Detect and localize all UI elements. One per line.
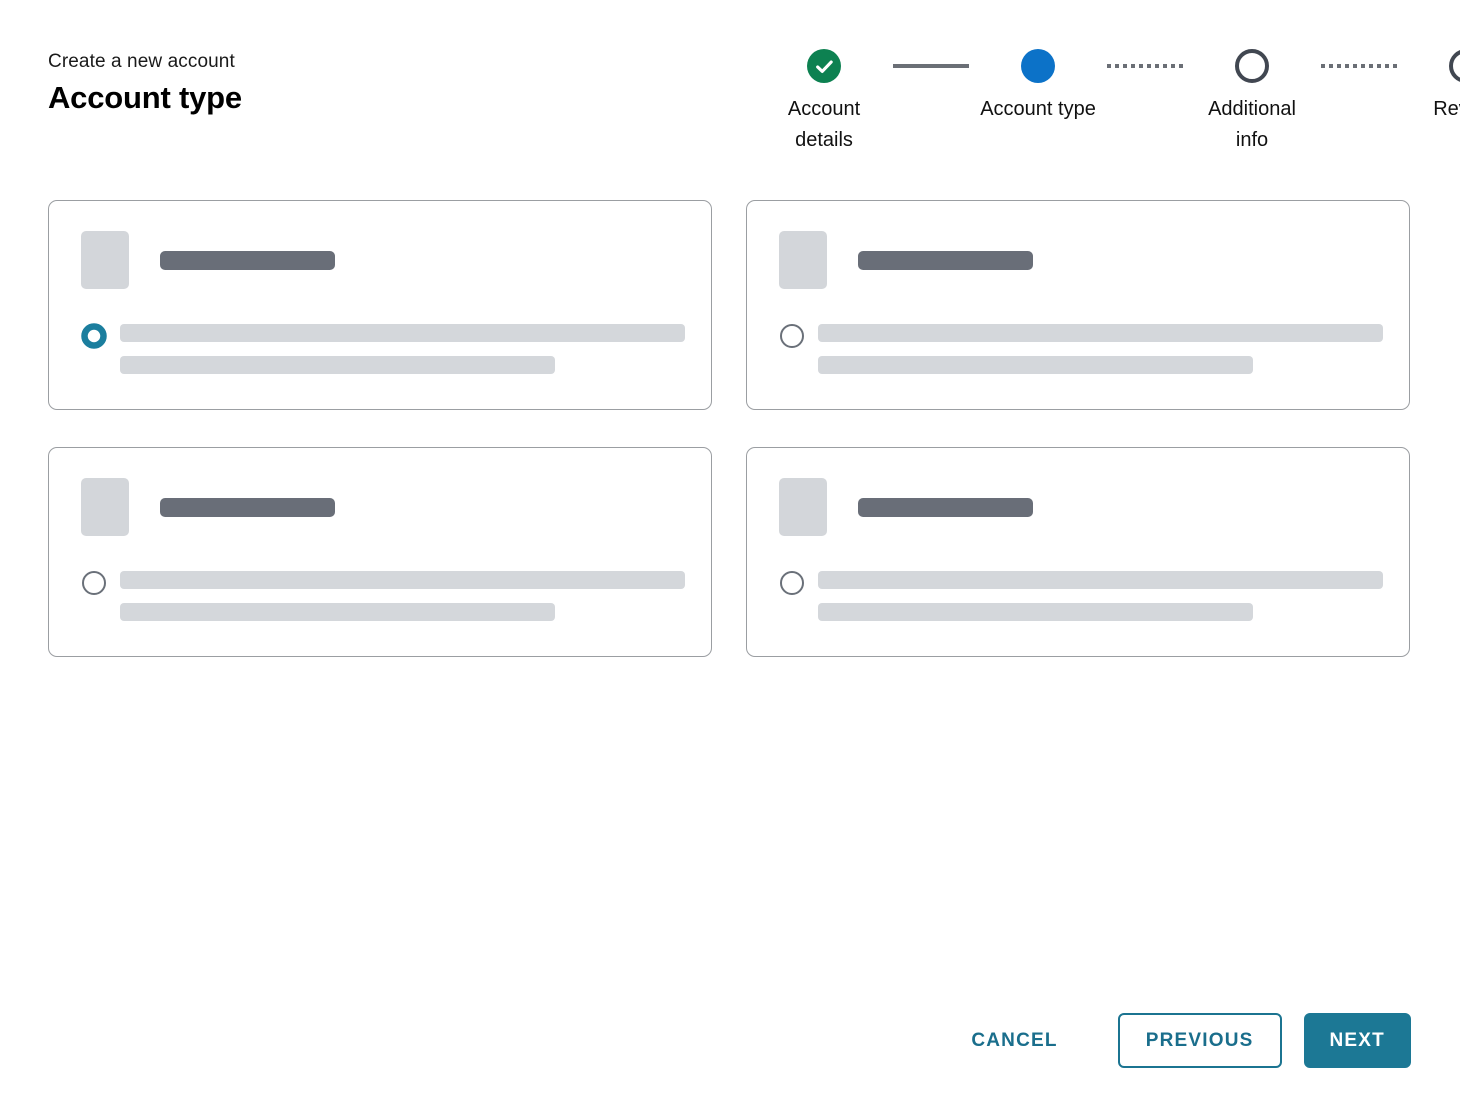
- placeholder-icon: [81, 478, 129, 536]
- step-marker: [807, 44, 841, 88]
- text-line-placeholder: [818, 571, 1383, 589]
- card-text-placeholders: [120, 321, 685, 374]
- placeholder-icon: [81, 231, 129, 289]
- filled-dot-icon: [1021, 49, 1055, 83]
- empty-circle-icon: [1235, 49, 1269, 83]
- card-body: [81, 321, 685, 374]
- wizard-footer-actions: CANCEL PREVIOUS NEXT: [945, 1013, 1411, 1068]
- text-line-placeholder: [120, 356, 555, 374]
- account-type-option-grid: [48, 200, 1410, 657]
- empty-circle-icon: [1449, 49, 1460, 83]
- card-title-placeholder: [858, 497, 1033, 517]
- card-text-placeholders: [818, 568, 1383, 621]
- card-text-placeholders: [120, 568, 685, 621]
- card-title-placeholder: [160, 250, 335, 270]
- page-title: Account type: [48, 80, 242, 115]
- card-header: [81, 231, 681, 289]
- account-type-option-card[interactable]: [48, 447, 712, 657]
- step-label: Account details: [787, 98, 861, 151]
- check-icon: [807, 49, 841, 83]
- card-header: [779, 478, 1379, 536]
- page-header: Create a new account Account type: [48, 50, 242, 117]
- radio-unselected-icon[interactable]: [779, 570, 805, 596]
- account-type-option-card[interactable]: [746, 200, 1410, 410]
- cancel-button[interactable]: CANCEL: [945, 1013, 1083, 1068]
- step-marker: [1449, 44, 1460, 88]
- card-header: [779, 231, 1379, 289]
- next-button[interactable]: NEXT: [1303, 1013, 1411, 1068]
- step-marker: [1235, 44, 1269, 88]
- text-line-placeholder: [120, 324, 685, 342]
- step-label: Review: [1433, 98, 1460, 120]
- step-review[interactable]: Review: [1397, 44, 1460, 125]
- radio-unselected-icon[interactable]: [81, 570, 107, 596]
- account-type-option-card[interactable]: [48, 200, 712, 410]
- radio-selected-icon[interactable]: [81, 323, 107, 349]
- step-connector-dotted: [1107, 44, 1183, 88]
- previous-button[interactable]: PREVIOUS: [1117, 1013, 1282, 1068]
- radio-unselected-icon[interactable]: [779, 323, 805, 349]
- step-label: Account type: [980, 98, 1096, 120]
- text-line-placeholder: [120, 571, 685, 589]
- text-line-placeholder: [818, 356, 1253, 374]
- text-line-placeholder: [120, 603, 555, 621]
- step-additional-info[interactable]: Additional info: [1183, 44, 1321, 156]
- card-header: [81, 478, 681, 536]
- card-title-placeholder: [858, 250, 1033, 270]
- step-label: Additional info: [1208, 98, 1296, 151]
- account-type-option-card[interactable]: [746, 447, 1410, 657]
- step-account-type[interactable]: Account type: [969, 44, 1107, 125]
- step-marker: [1021, 44, 1055, 88]
- card-text-placeholders: [818, 321, 1383, 374]
- step-connector-solid: [893, 44, 969, 88]
- wizard-stepper: Account details Account type Additional …: [755, 44, 1460, 156]
- placeholder-icon: [779, 231, 827, 289]
- placeholder-icon: [779, 478, 827, 536]
- step-connector-dotted: [1321, 44, 1397, 88]
- card-body: [779, 321, 1383, 374]
- wizard-eyebrow: Create a new account: [48, 51, 235, 72]
- text-line-placeholder: [818, 324, 1383, 342]
- step-account-details[interactable]: Account details: [755, 44, 893, 156]
- card-title-placeholder: [160, 497, 335, 517]
- card-body: [81, 568, 685, 621]
- text-line-placeholder: [818, 603, 1253, 621]
- card-body: [779, 568, 1383, 621]
